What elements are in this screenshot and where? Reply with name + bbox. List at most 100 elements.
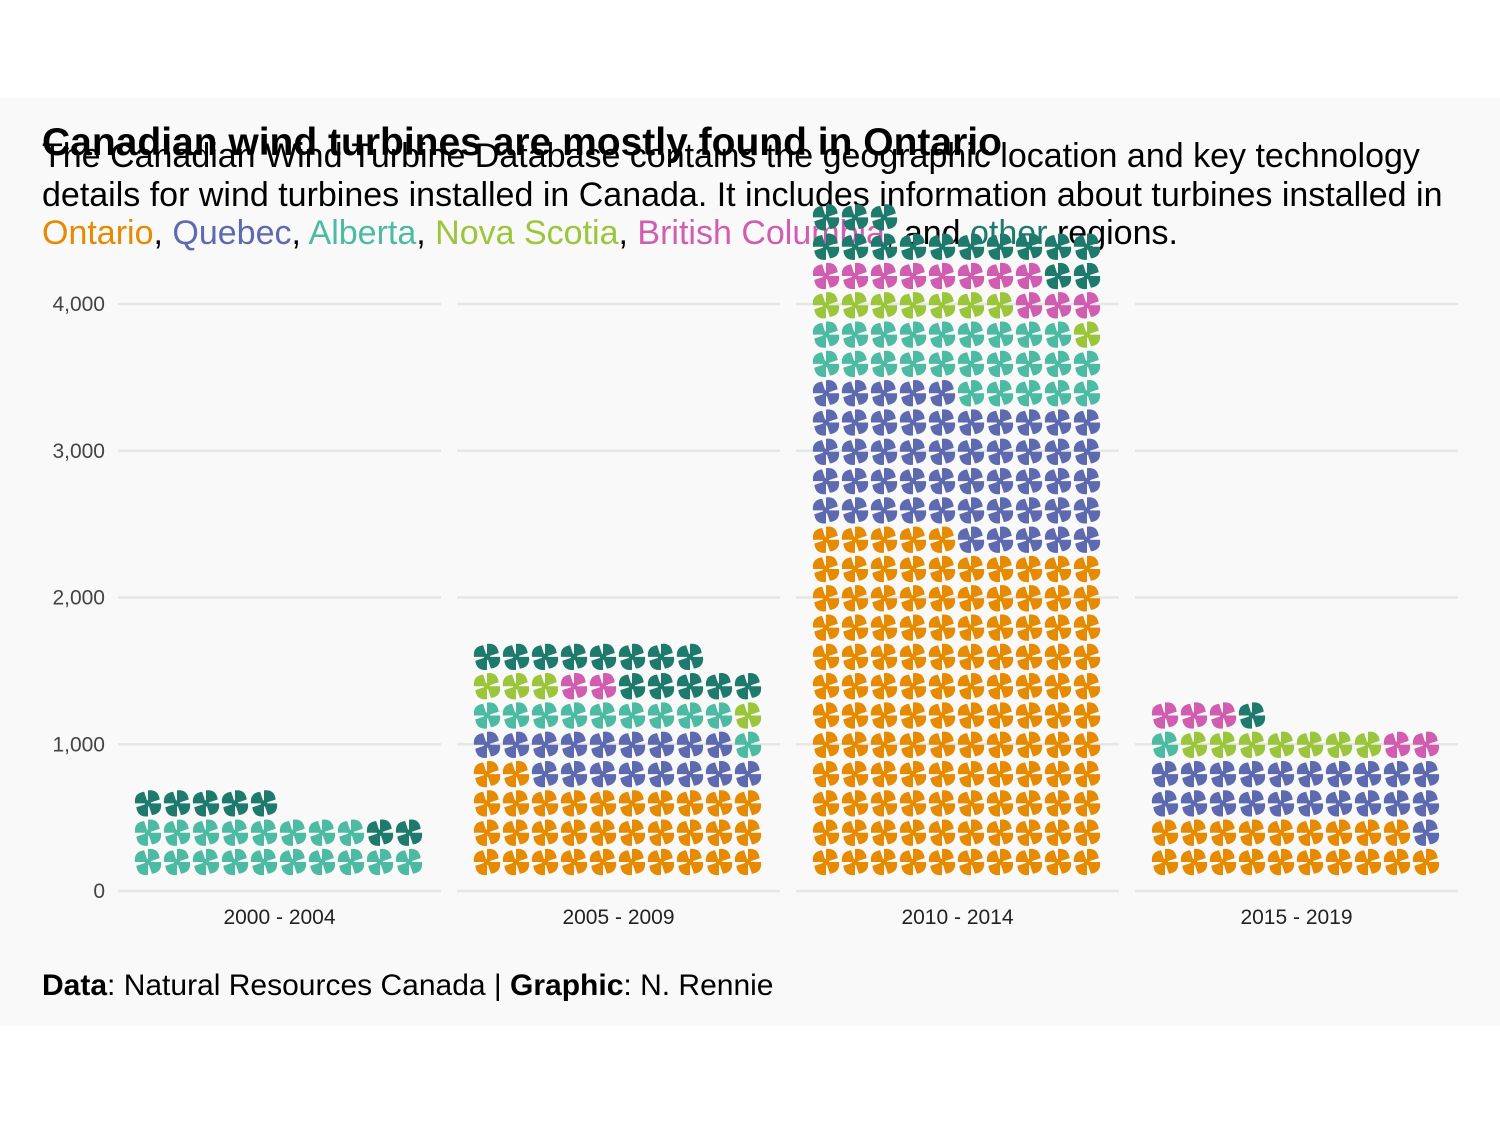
pinwheel-icon (1044, 380, 1072, 407)
pinwheel-icon (308, 848, 336, 876)
pinwheel-icon (1296, 819, 1324, 846)
pinwheel-icon (1383, 790, 1411, 817)
subtitle-nova-scotia: Nova Scotia (435, 214, 619, 252)
pinwheel-icon (1044, 526, 1072, 553)
pinwheel-icon (986, 673, 1014, 700)
pinwheel-icon (1015, 673, 1043, 700)
pinwheel-icon (1044, 321, 1072, 348)
pinwheel-icon (676, 702, 704, 729)
pinwheel-icon (618, 760, 646, 788)
pinwheel-icon (870, 760, 898, 788)
pinwheel-icon (812, 350, 840, 378)
pinwheel-icon (560, 643, 588, 671)
pinwheel-icon (870, 848, 898, 876)
pinwheel-icon (1015, 819, 1043, 846)
pinwheel-icon (1073, 760, 1101, 788)
pinwheel-icon (986, 790, 1014, 817)
pinwheel-icon (618, 673, 646, 700)
pinwheel-icon (986, 555, 1014, 583)
pinwheel-icon (221, 848, 249, 876)
pinwheel-icon (870, 585, 898, 612)
pinwheel-icon (812, 409, 840, 436)
pinwheel-icon (1044, 438, 1072, 465)
pinwheel-icon (1044, 702, 1072, 729)
pinwheel-icon (1151, 702, 1179, 729)
pinwheel-icon (812, 848, 840, 876)
x-tick-label: 2015 - 2019 (1240, 906, 1352, 929)
pinwheel-icon (676, 819, 704, 846)
pinwheel-icon (986, 526, 1014, 553)
subtitle-separator: , and (884, 214, 971, 252)
pinwheel-icon (560, 848, 588, 876)
pinwheel-icon (705, 848, 733, 876)
pinwheel-icon (899, 848, 927, 876)
pinwheel-icon (928, 643, 956, 671)
pinwheel-icon (1354, 790, 1382, 817)
pinwheel-icon (1015, 643, 1043, 671)
pinwheel-icon (1073, 380, 1101, 407)
caption-graphic-value: : N. Rennie (623, 969, 774, 1002)
pinwheel-icon (1180, 848, 1208, 876)
pinwheel-icon (841, 438, 869, 465)
pinwheel-icon (899, 702, 927, 729)
pinwheel-icon (1044, 643, 1072, 671)
pinwheel-icon (986, 409, 1014, 436)
pinwheel-icon (1412, 848, 1440, 876)
y-tick-label: 3,000 (52, 440, 105, 463)
pinwheel-icon (531, 790, 559, 817)
pinwheel-icon (589, 643, 617, 671)
pinwheel-icon (986, 292, 1014, 319)
pinwheel-icon (870, 409, 898, 436)
pinwheel-icon (928, 438, 956, 465)
pinwheel-icon (1180, 760, 1208, 788)
pinwheel-icon (531, 760, 559, 788)
subtitle-other: other (970, 214, 1048, 252)
pinwheel-icon (734, 673, 762, 700)
pinwheel-icon (870, 702, 898, 729)
pinwheel-icon (502, 760, 530, 788)
pinwheel-icon (221, 790, 249, 817)
pinwheel-icon (986, 760, 1014, 788)
pinwheel-icon (957, 614, 985, 641)
pinwheel-icon (647, 702, 675, 729)
pinwheel-icon (647, 819, 675, 846)
pinwheel-icon (1015, 292, 1043, 319)
pinwheel-icon (1267, 848, 1295, 876)
pinwheel-icon (957, 321, 985, 348)
pinwheel-icon (647, 673, 675, 700)
pinwheel-icon (899, 438, 927, 465)
y-tick-label: 4,000 (52, 293, 105, 316)
pinwheel-icon (1015, 262, 1043, 290)
pinwheel-icon (841, 350, 869, 378)
pinwheel-icon (560, 790, 588, 817)
pinwheel-icon (870, 204, 898, 231)
pinwheel-icon (473, 673, 501, 700)
pinwheel-icon (705, 790, 733, 817)
pinwheel-icon (986, 321, 1014, 348)
x-tick-label: 2005 - 2009 (562, 906, 674, 929)
pinwheel-icon (928, 526, 956, 553)
pinwheel-icon (1044, 848, 1072, 876)
pinwheel-icon (812, 467, 840, 495)
pinwheel-icon (928, 233, 956, 260)
pinwheel-icon (1354, 819, 1382, 846)
x-tick-label: 2010 - 2014 (901, 906, 1013, 929)
pinwheel-icon (1044, 233, 1072, 260)
pinwheel-icon (734, 760, 762, 788)
pinwheel-icon (1151, 760, 1179, 788)
pinwheel-icon (531, 819, 559, 846)
pinwheel-icon (841, 409, 869, 436)
pinwheel-icon (676, 643, 704, 671)
pinwheel-icon (1073, 526, 1101, 553)
pinwheel-icon (1015, 585, 1043, 612)
pinwheel-icon (870, 292, 898, 319)
pinwheel-icon (841, 819, 869, 846)
pinwheel-icon (502, 643, 530, 671)
pinwheel-icon (1044, 409, 1072, 436)
pinwheel-icon (1267, 790, 1295, 817)
pinwheel-icon (163, 819, 191, 846)
pinwheel-icon (841, 380, 869, 407)
pinwheel-icon (1015, 702, 1043, 729)
pinwheel-icon (1412, 790, 1440, 817)
pinwheel-icon (1015, 526, 1043, 553)
